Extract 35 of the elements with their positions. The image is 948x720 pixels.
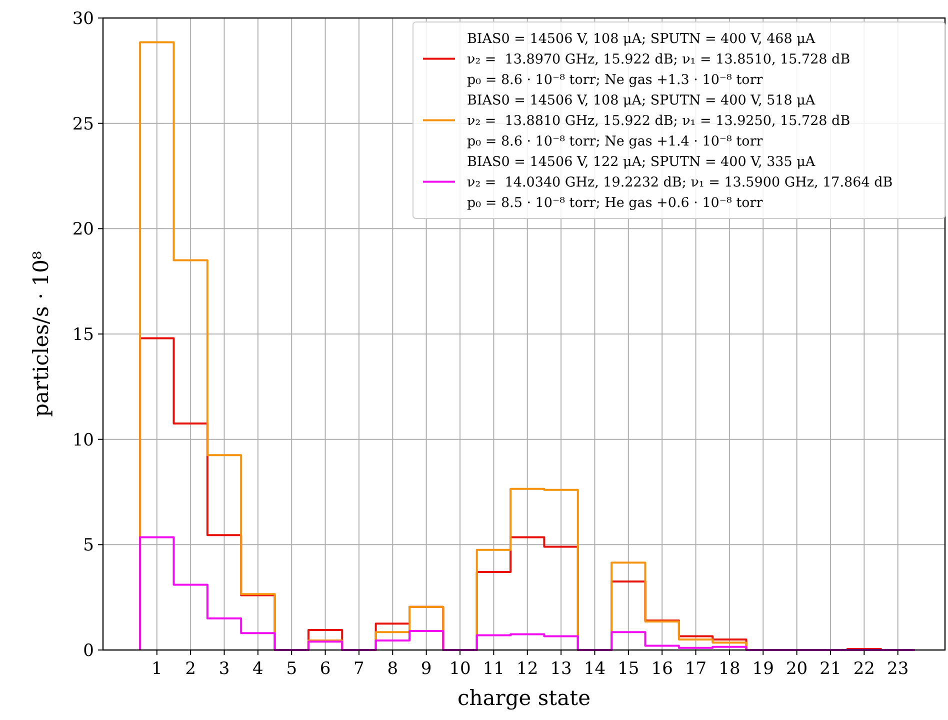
x-tick-label: 5 [286, 659, 298, 679]
y-tick-label: 20 [72, 220, 94, 240]
x-tick-label: 17 [684, 659, 707, 679]
y-tick-label: 10 [72, 430, 94, 450]
x-tick-label: 22 [853, 659, 875, 679]
x-tick-label: 18 [718, 659, 740, 679]
x-tick-label: 11 [482, 659, 505, 679]
x-tick-label: 8 [387, 659, 398, 679]
y-tick-label: 0 [83, 641, 94, 661]
x-axis-title: charge state [458, 686, 590, 710]
x-tick-label: 20 [786, 659, 808, 679]
x-tick-label: 3 [218, 659, 230, 679]
x-tick-label: 4 [252, 659, 264, 679]
y-tick-label: 5 [83, 536, 94, 556]
y-tick-label: 25 [72, 114, 94, 134]
x-tick-label: 13 [550, 659, 572, 679]
x-tick-label: 2 [185, 659, 196, 679]
x-tick-label: 23 [887, 659, 909, 679]
x-tick-label: 1 [151, 659, 162, 679]
legend-label: BIAS0 = 14506 V, 108 μA; SPUTN = 400 V, 518 μA ν₂ = 13.8810 GHz, 15.922 dB; ν₁ = 13.9250, 15.728 dB p₀ = 8.6 · 10⁻⁸ torr; Ne gas +1.4 · 10⁻⁸ torr [467, 92, 850, 150]
y-tick-label: 30 [72, 9, 94, 29]
y-tick-label: 15 [72, 325, 94, 345]
legend-label: BIAS0 = 14506 V, 108 μA; SPUTN = 400 V, 468 μA ν₂ = 13.8970 GHz, 15.922 dB; ν₁ = 13.8510, 15.728 dB p₀ = 8.6 · 10⁻⁸ torr; Ne gas +1.3 · 10⁻⁸ torr [467, 31, 850, 88]
x-tick-label: 6 [320, 659, 331, 679]
x-tick-label: 9 [420, 659, 432, 679]
x-tick-label: 12 [516, 659, 538, 679]
x-tick-label: 15 [618, 659, 640, 679]
x-tick-label: 19 [752, 659, 774, 679]
x-tick-label: 21 [820, 659, 842, 679]
x-tick-label: 16 [651, 659, 673, 679]
x-tick-label: 14 [584, 659, 606, 679]
y-axis-title: particles/s · 10⁸ [29, 251, 53, 417]
x-tick-label: 10 [449, 659, 471, 679]
legend-label: BIAS0 = 14506 V, 122 μA; SPUTN = 400 V, 335 μA ν₂ = 14.0340 GHz, 19.2232 dB; ν₁ = 13.5900 GHz, 17.864 dB p₀ = 8.5 · 10⁻⁸ torr; He gas +0.6 · 10⁻⁸ torr [467, 154, 893, 211]
x-tick-label: 7 [354, 659, 364, 679]
